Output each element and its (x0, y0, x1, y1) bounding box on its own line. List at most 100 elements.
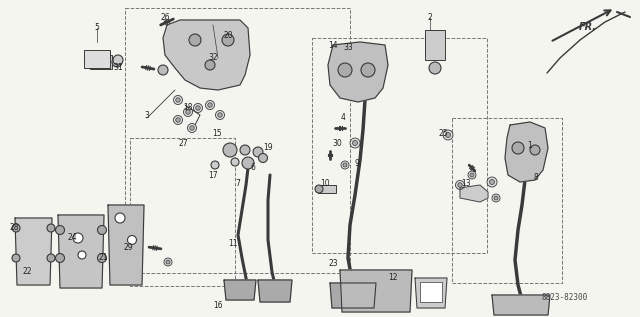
Circle shape (56, 254, 65, 262)
Text: 26: 26 (160, 14, 170, 23)
Polygon shape (330, 283, 376, 308)
Bar (130, 138, 235, 286)
Circle shape (353, 140, 358, 146)
Circle shape (530, 145, 540, 155)
Circle shape (443, 130, 453, 140)
Circle shape (487, 177, 497, 187)
Text: 14: 14 (328, 42, 338, 50)
Circle shape (113, 55, 123, 65)
Circle shape (176, 118, 180, 122)
Circle shape (189, 126, 195, 130)
Bar (90, 55, 112, 69)
Polygon shape (108, 205, 144, 285)
Circle shape (205, 100, 214, 109)
Text: 4: 4 (340, 113, 346, 122)
Text: 22: 22 (22, 268, 32, 276)
Circle shape (205, 60, 215, 70)
Circle shape (188, 124, 196, 133)
Polygon shape (505, 122, 548, 182)
Bar (84, 50, 110, 68)
Text: 10: 10 (320, 178, 330, 187)
Circle shape (429, 62, 441, 74)
Polygon shape (492, 295, 550, 315)
Text: 7: 7 (236, 178, 241, 187)
Text: 5: 5 (95, 23, 99, 33)
Polygon shape (328, 42, 388, 102)
Circle shape (112, 57, 122, 67)
Circle shape (176, 98, 180, 102)
Text: 11: 11 (228, 238, 237, 248)
Circle shape (216, 111, 225, 120)
Circle shape (223, 143, 237, 157)
Text: 19: 19 (263, 144, 273, 152)
Circle shape (12, 224, 20, 232)
Circle shape (115, 213, 125, 223)
Text: 8: 8 (534, 173, 538, 183)
Text: 31: 31 (113, 63, 123, 73)
Polygon shape (15, 218, 52, 285)
Text: 2: 2 (428, 14, 433, 23)
Text: 23: 23 (328, 258, 338, 268)
Circle shape (343, 163, 347, 167)
Circle shape (184, 107, 193, 117)
Circle shape (242, 157, 254, 169)
Bar (125, 8, 350, 273)
Circle shape (350, 138, 360, 148)
Polygon shape (224, 280, 256, 300)
Text: 1: 1 (527, 140, 532, 150)
Circle shape (259, 153, 268, 163)
Circle shape (189, 34, 201, 46)
Circle shape (218, 113, 222, 117)
Polygon shape (58, 215, 104, 288)
Circle shape (240, 145, 250, 155)
Text: 20: 20 (223, 30, 233, 40)
Circle shape (127, 236, 136, 244)
Circle shape (173, 95, 182, 105)
Text: 13: 13 (461, 178, 471, 187)
Circle shape (166, 260, 170, 264)
Circle shape (512, 142, 524, 154)
Circle shape (492, 194, 500, 202)
Circle shape (47, 224, 55, 232)
Circle shape (338, 63, 352, 77)
Circle shape (211, 161, 219, 169)
Circle shape (208, 103, 212, 107)
Circle shape (196, 106, 200, 110)
Polygon shape (258, 280, 292, 302)
Text: 28: 28 (9, 223, 19, 232)
Bar (420, 282, 442, 302)
Text: 30: 30 (332, 139, 342, 147)
Circle shape (47, 254, 55, 262)
Polygon shape (340, 270, 412, 312)
Circle shape (231, 158, 239, 166)
Text: 25: 25 (438, 128, 448, 138)
Circle shape (468, 171, 476, 179)
Circle shape (361, 63, 375, 77)
Circle shape (253, 147, 263, 157)
Circle shape (490, 179, 495, 184)
Text: FR.: FR. (579, 22, 597, 32)
Text: 32: 32 (208, 54, 218, 62)
Circle shape (494, 196, 498, 200)
Text: 3: 3 (145, 111, 149, 120)
Polygon shape (163, 20, 250, 90)
Circle shape (445, 133, 451, 138)
Circle shape (456, 180, 465, 190)
Circle shape (164, 258, 172, 266)
Text: 27: 27 (178, 139, 188, 147)
Circle shape (341, 161, 349, 169)
Text: 21: 21 (99, 254, 108, 262)
Circle shape (73, 233, 83, 243)
Circle shape (193, 103, 202, 113)
Bar (452, 118, 562, 283)
Circle shape (97, 254, 106, 262)
Circle shape (158, 65, 168, 75)
Text: 6: 6 (251, 164, 255, 172)
Bar (318, 185, 336, 193)
Bar (312, 38, 487, 253)
Text: 12: 12 (388, 274, 397, 282)
Circle shape (56, 225, 65, 235)
Circle shape (186, 110, 190, 114)
Text: 17: 17 (208, 171, 218, 179)
Circle shape (173, 115, 182, 125)
